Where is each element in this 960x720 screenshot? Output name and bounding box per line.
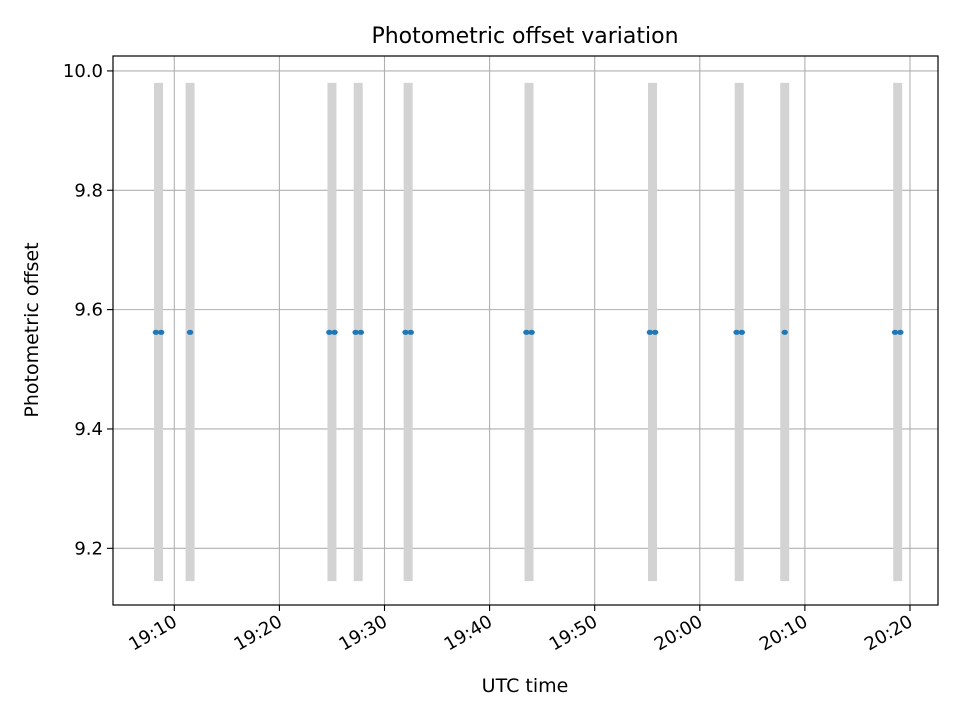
data-point [352,329,359,335]
data-point [407,329,414,335]
data-point [152,329,160,335]
data-point [357,329,365,335]
x-axis-label: UTC time [482,675,569,697]
data-point [326,329,333,335]
y-axis-label: Photometric offset [21,242,43,417]
data-point [646,329,654,335]
y-tick-label: 9.4 [74,419,103,440]
data-points [152,329,904,335]
data-point [891,329,899,335]
data-point [331,329,338,335]
data-point [528,329,535,335]
y-axis: 9.2 9.4 9.6 9.8 10.0 [63,61,113,559]
data-point [733,329,740,335]
y-tick-label: 9.6 [74,300,103,321]
data-point [781,329,788,335]
data-point [738,329,746,335]
data-point [897,329,904,335]
data-point [157,329,165,335]
y-tick-label: 9.8 [74,180,103,201]
data-point [186,329,194,335]
data-point [651,329,659,335]
data-point [523,329,530,335]
data-point [402,329,409,335]
y-tick-label: 10.0 [63,61,103,82]
y-tick-label: 9.2 [74,538,103,559]
chart-title: Photometric offset variation [371,24,678,49]
plot-frame [112,55,939,606]
